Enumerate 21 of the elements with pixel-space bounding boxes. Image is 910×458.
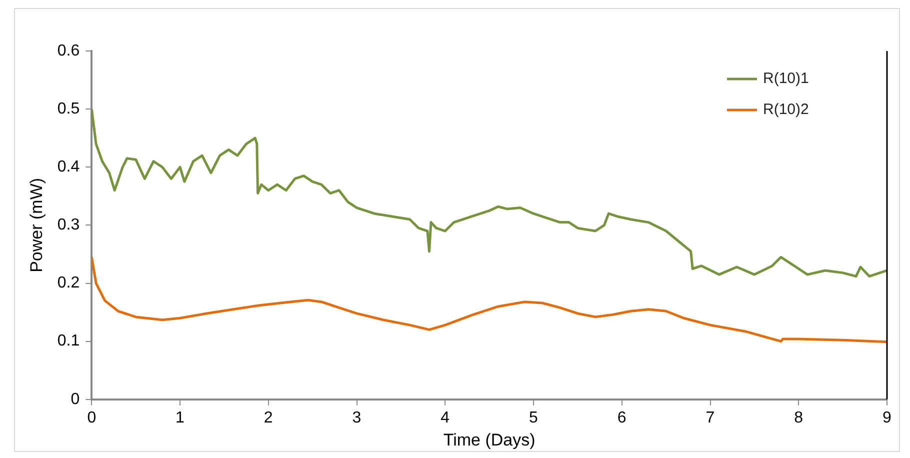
- x-tick-label: 2: [264, 409, 273, 426]
- x-tick-label: 1: [176, 409, 185, 426]
- y-tick-label: 0.5: [57, 100, 80, 118]
- y-tick-label: 0.1: [57, 332, 80, 350]
- x-axis-title: Time (Days): [443, 430, 536, 450]
- y-tick-label: 0.2: [57, 274, 80, 292]
- y-tick-label: 0.6: [57, 42, 80, 60]
- y-tick-label: 0.3: [57, 216, 80, 234]
- x-tick-label: 6: [617, 409, 626, 426]
- x-tick-label: 8: [794, 409, 804, 426]
- x-tick-label: 5: [529, 409, 538, 426]
- y-tick-label: 0.4: [57, 158, 80, 176]
- y-tick-label: 0: [70, 390, 80, 408]
- legend-label: R(10)1: [763, 70, 809, 88]
- x-tick-label: 4: [440, 409, 450, 426]
- y-axis-title: Power (mW): [26, 178, 46, 272]
- x-tick-label: 3: [352, 409, 362, 426]
- legend-label: R(10)2: [763, 101, 809, 118]
- x-tick-label: 7: [706, 409, 715, 426]
- x-tick-label: 0: [87, 409, 96, 426]
- x-tick-label: 9: [882, 409, 892, 426]
